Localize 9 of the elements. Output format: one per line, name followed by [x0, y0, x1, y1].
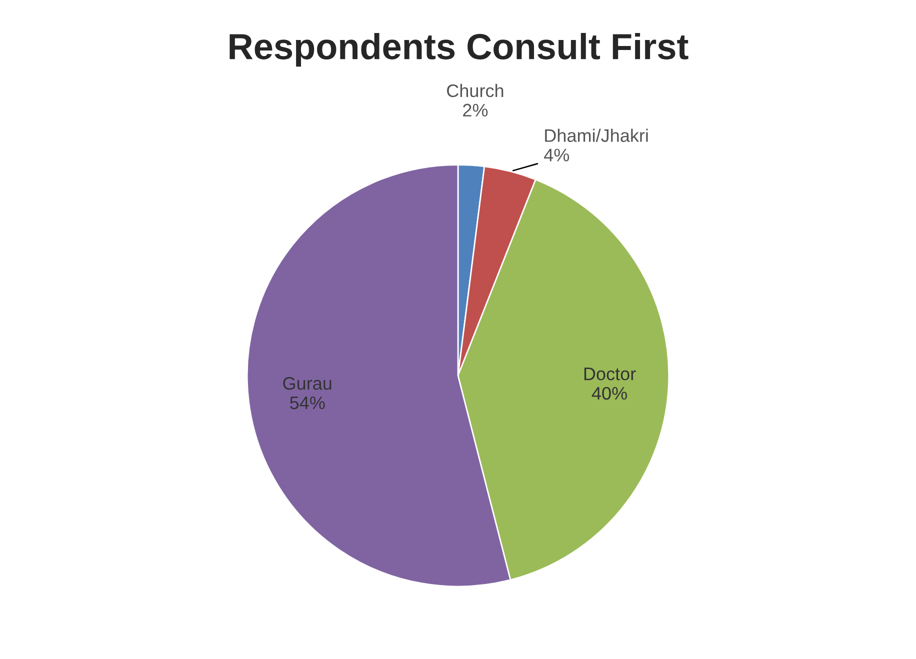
data-label: 54%: [290, 396, 325, 410]
chart-title: Respondents Consult First: [230, 32, 688, 67]
data-label: 40%: [592, 386, 627, 400]
slice-label: Church: [447, 84, 504, 98]
data-label: 2%: [463, 104, 488, 117]
data-label: 4%: [544, 148, 570, 162]
slice-label: Gurau: [283, 376, 332, 390]
slice-label: Dhami/Jhakri: [545, 128, 648, 142]
slice-label: Doctor: [584, 368, 636, 380]
